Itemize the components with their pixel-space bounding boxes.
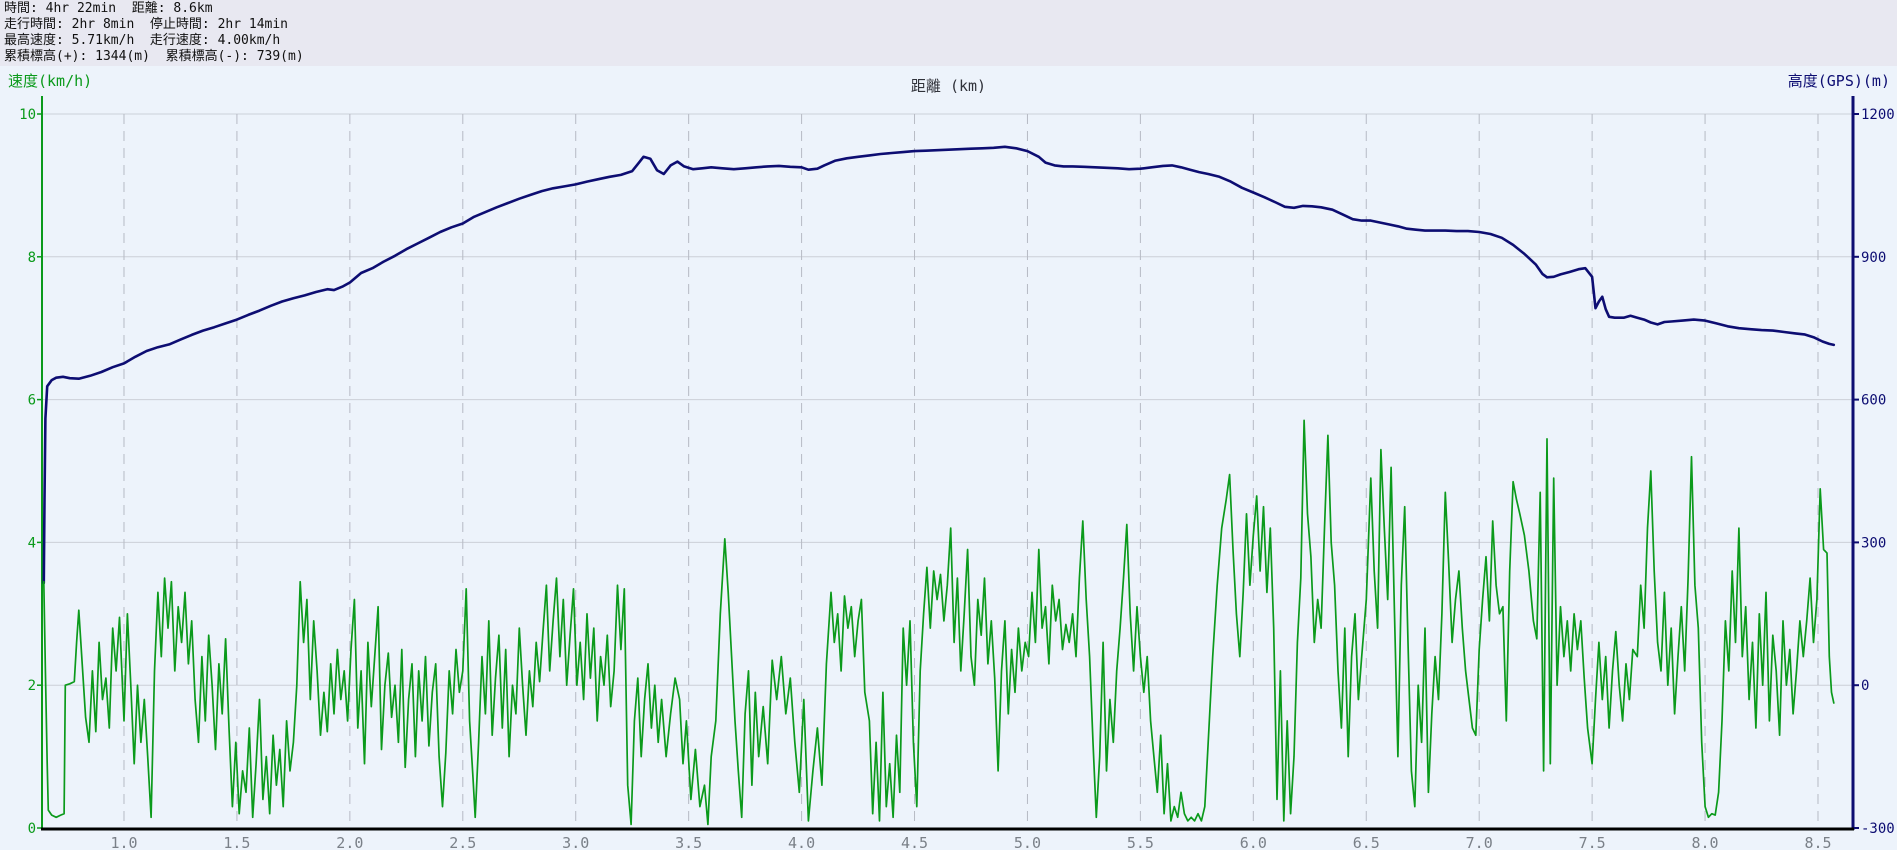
speed-line-series bbox=[42, 419, 1835, 826]
stat-line-time-distance: 時間: 4hr 22min 距離: 8.6km bbox=[4, 1, 213, 16]
altitude-line-series bbox=[42, 145, 1836, 585]
x-tick-label: 6.0 bbox=[1240, 834, 1267, 850]
right-tick-label: 1200 bbox=[1861, 107, 1895, 123]
x-tick-label: 7.0 bbox=[1466, 834, 1493, 850]
stat-line-max-avg-speed: 最高速度: 5.71km/h 走行速度: 4.00km/h bbox=[4, 33, 281, 48]
track-stats-header: 時間: 4hr 22min 距離: 8.6km 走行時間: 2hr 8min 停… bbox=[0, 0, 1897, 66]
x-tick-label: 4.5 bbox=[901, 834, 928, 850]
x-tick-label: 1.5 bbox=[223, 834, 250, 850]
left-tick-label: 10 bbox=[19, 107, 36, 123]
stat-line-moving-stopped-time: 走行時間: 2hr 8min 停止時間: 2hr 14min bbox=[4, 17, 289, 32]
right-tick-label: 0 bbox=[1861, 678, 1869, 694]
left-axis-title-speed: 速度(km/h) bbox=[8, 72, 93, 90]
x-axis-title: 距離 (km) bbox=[910, 77, 987, 95]
x-tick-label: 7.5 bbox=[1579, 834, 1606, 850]
x-tick-label: 1.0 bbox=[110, 834, 137, 850]
left-tick-label: 8 bbox=[28, 250, 36, 266]
x-tick-label: 8.0 bbox=[1692, 834, 1719, 850]
left-tick-label: 6 bbox=[28, 393, 36, 409]
right-tick-label: 900 bbox=[1861, 250, 1886, 266]
x-tick-label: 2.0 bbox=[336, 834, 363, 850]
chart-canvas: 1.0 1.5 2.0 2.5 3.0 3.5 4.0 4.5 5.0 5.5 6.0 6.5 7.0 7… bbox=[19, 96, 1895, 850]
right-tick-label: 600 bbox=[1861, 393, 1886, 409]
speed-altitude-chart: 1.0 1.5 2.0 2.5 3.0 3.5 4.0 4.5 5.0 5.5 6.0 6.5 7.0 7… bbox=[0, 66, 1897, 850]
x-tick-label: 8.5 bbox=[1804, 834, 1831, 850]
left-tick-label: 0 bbox=[28, 821, 36, 837]
x-tick-label: 2.5 bbox=[449, 834, 476, 850]
x-tick-label: 5.5 bbox=[1127, 834, 1154, 850]
right-tick-label: -300 bbox=[1861, 821, 1895, 837]
x-tick-label: 3.5 bbox=[675, 834, 702, 850]
x-tick-label: 5.0 bbox=[1014, 834, 1041, 850]
left-tick-label: 4 bbox=[28, 535, 36, 551]
x-tick-label: 6.5 bbox=[1353, 834, 1380, 850]
stat-line-cumulative-elevation: 累積標高(+): 1344(m) 累積標高(-): 739(m) bbox=[4, 49, 304, 64]
x-tick-label: 4.0 bbox=[788, 834, 815, 850]
left-tick-label: 2 bbox=[28, 678, 36, 694]
right-axis-title-altitude: 高度(GPS)(m) bbox=[1787, 72, 1890, 90]
right-tick-label: 300 bbox=[1861, 535, 1886, 551]
x-tick-label: 3.0 bbox=[562, 834, 589, 850]
